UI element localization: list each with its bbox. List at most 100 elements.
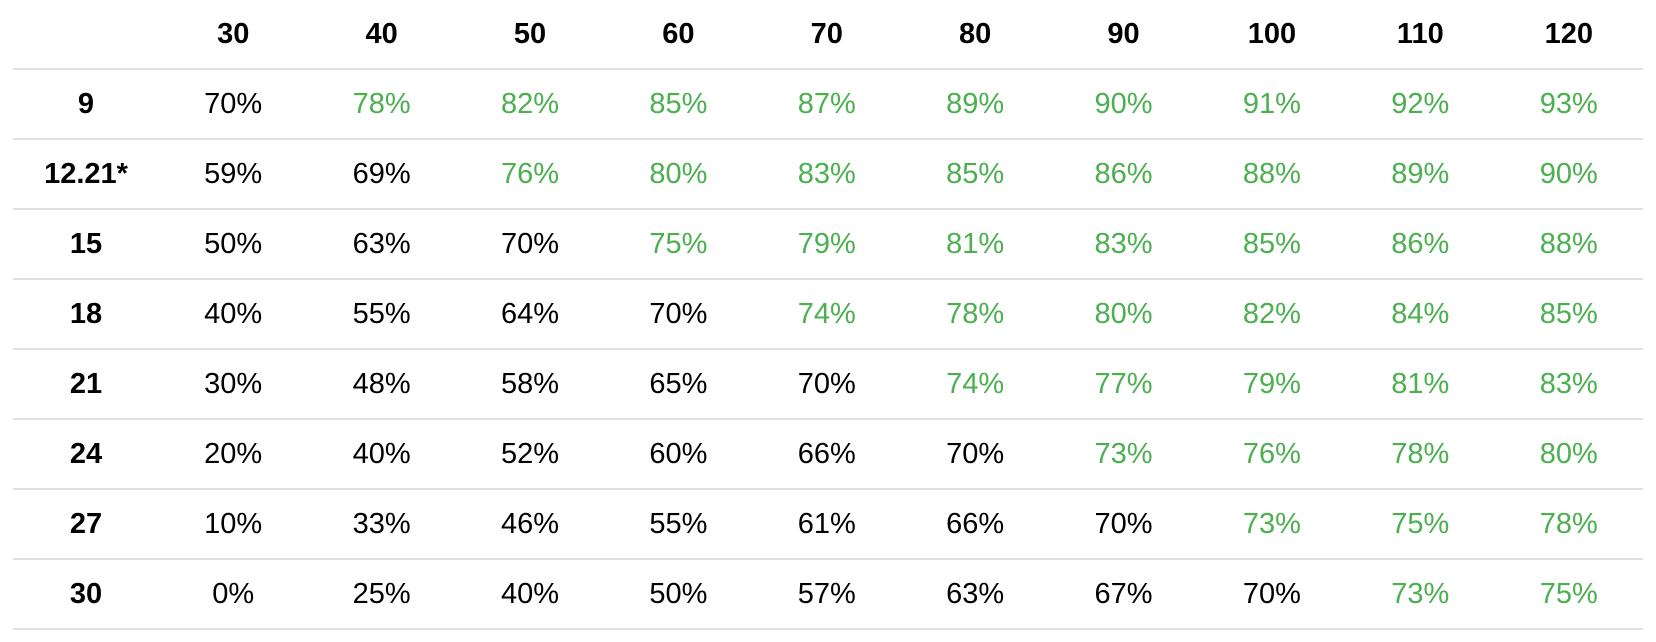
table-cell: 25% [307,559,456,630]
table-cell: 78% [1346,419,1495,490]
table-cell: 63% [900,559,1050,630]
table-cell: 89% [900,69,1050,140]
table-cell: 79% [752,209,901,280]
table-row: 12.21* 59% 69% 76% 80% 83% 85% 86% 88% 89% 90% [13,139,1643,210]
table-cell: 81% [900,209,1050,280]
table-cell: 82% [1197,279,1347,350]
table-cell: 83% [752,139,901,210]
table-cell: 75% [604,209,753,280]
table-cell: 73% [1346,559,1495,630]
row-header: 24 [13,419,159,490]
table-cell: 83% [1049,209,1198,280]
table-body: 9 70% 78% 82% 85% 87% 89% 90% 91% 92% 93% 12.21* 59%… [13,69,1643,630]
table-cell: 79% [1197,349,1347,420]
column-header: 100 [1197,0,1347,70]
table-cell: 75% [1494,559,1643,630]
table-cell: 70% [900,419,1050,490]
table-cell: 80% [604,139,753,210]
table-row: 30 0% 25% 40% 50% 57% 63% 67% 70% 73% 75% [13,559,1643,630]
table-cell: 30% [159,349,308,420]
table-cell: 87% [752,69,901,140]
table-cell: 69% [307,139,456,210]
row-header: 15 [13,209,159,280]
table-row: 27 10% 33% 46% 55% 61% 66% 70% 73% 75% 78% [13,489,1643,560]
column-header: 50 [455,0,605,70]
table-cell: 48% [307,349,456,420]
table-cell: 90% [1049,69,1198,140]
table-cell: 84% [1346,279,1495,350]
table-cell: 80% [1049,279,1198,350]
table-cell: 90% [1494,139,1643,210]
table-cell: 10% [159,489,308,560]
table-cell: 85% [604,69,753,140]
table-cell: 66% [752,419,901,490]
table-cell: 60% [604,419,753,490]
table-row: 18 40% 55% 64% 70% 74% 78% 80% 82% 84% 85% [13,279,1643,350]
column-header: 60 [604,0,753,70]
table-row: 24 20% 40% 52% 60% 66% 70% 73% 76% 78% 80% [13,419,1643,490]
table-cell: 57% [752,559,901,630]
table-cell: 67% [1049,559,1198,630]
header-row: 30 40 50 60 70 80 90 100 110 120 [13,0,1643,70]
table-row: 21 30% 48% 58% 65% 70% 74% 77% 79% 81% 83% [13,349,1643,420]
row-header: 21 [13,349,159,420]
table-cell: 76% [1197,419,1347,490]
table-cell: 88% [1197,139,1347,210]
column-header: 40 [307,0,456,70]
table-cell: 89% [1346,139,1495,210]
table-cell: 40% [455,559,605,630]
table-cell: 70% [1049,489,1198,560]
table-cell: 85% [1494,279,1643,350]
table-cell: 52% [455,419,605,490]
table-cell: 85% [1197,209,1347,280]
column-header: 90 [1049,0,1198,70]
table-cell: 76% [455,139,605,210]
table-cell: 88% [1494,209,1643,280]
table-cell: 20% [159,419,308,490]
table-cell: 85% [900,139,1050,210]
table-cell: 86% [1049,139,1198,210]
table-cell: 78% [307,69,456,140]
table-cell: 70% [159,69,308,140]
table-cell: 50% [604,559,753,630]
column-header: 80 [900,0,1050,70]
table-cell: 74% [752,279,901,350]
column-header: 70 [752,0,901,70]
table-cell: 74% [900,349,1050,420]
table-cell: 91% [1197,69,1347,140]
table: 30 40 50 60 70 80 90 100 110 120 9 70% 78% 82% 85% 87%… [13,0,1643,630]
table-cell: 40% [307,419,456,490]
column-header: 30 [159,0,308,70]
table-cell: 70% [604,279,753,350]
table-cell: 66% [900,489,1050,560]
table-cell: 78% [1494,489,1643,560]
table-cell: 50% [159,209,308,280]
table-cell: 61% [752,489,901,560]
table-cell: 80% [1494,419,1643,490]
table-cell: 33% [307,489,456,560]
table-cell: 70% [455,209,605,280]
table-cell: 58% [455,349,605,420]
table-cell: 83% [1494,349,1643,420]
table-cell: 70% [752,349,901,420]
row-header: 9 [13,69,159,140]
row-header: 27 [13,489,159,560]
table-cell: 75% [1346,489,1495,560]
table-cell: 55% [604,489,753,560]
corner-cell [13,0,159,70]
table-cell: 40% [159,279,308,350]
row-header: 12.21* [13,139,159,210]
row-header: 30 [13,559,159,630]
table-cell: 59% [159,139,308,210]
column-header: 120 [1494,0,1643,70]
table-cell: 92% [1346,69,1495,140]
table-cell: 63% [307,209,456,280]
table-cell: 77% [1049,349,1198,420]
table-cell: 82% [455,69,605,140]
table-cell: 0% [159,559,308,630]
table-row: 15 50% 63% 70% 75% 79% 81% 83% 85% 86% 88% [13,209,1643,280]
table-cell: 64% [455,279,605,350]
table-cell: 93% [1494,69,1643,140]
table-cell: 86% [1346,209,1495,280]
